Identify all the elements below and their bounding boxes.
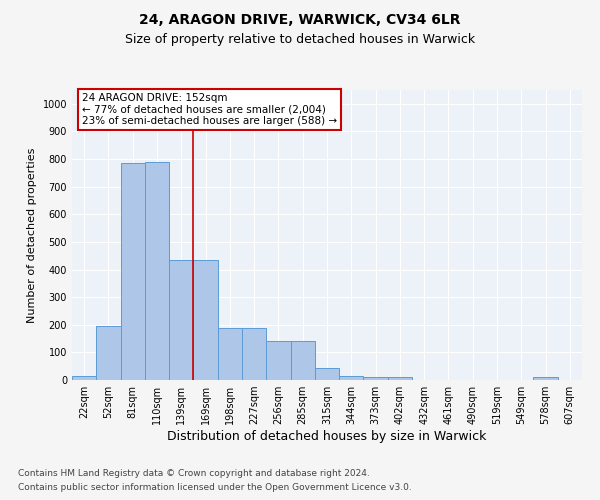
Bar xyxy=(193,260,218,380)
X-axis label: Distribution of detached houses by size in Warwick: Distribution of detached houses by size … xyxy=(167,430,487,443)
Bar xyxy=(169,260,193,380)
Text: 24 ARAGON DRIVE: 152sqm
← 77% of detached houses are smaller (2,004)
23% of semi: 24 ARAGON DRIVE: 152sqm ← 77% of detache… xyxy=(82,93,337,126)
Bar xyxy=(218,328,242,380)
Y-axis label: Number of detached properties: Number of detached properties xyxy=(27,148,37,322)
Bar xyxy=(121,163,145,380)
Bar xyxy=(388,377,412,380)
Bar xyxy=(72,376,96,380)
Bar xyxy=(266,342,290,380)
Bar xyxy=(364,377,388,380)
Bar xyxy=(315,368,339,380)
Bar xyxy=(339,376,364,380)
Bar xyxy=(242,328,266,380)
Text: Contains HM Land Registry data © Crown copyright and database right 2024.: Contains HM Land Registry data © Crown c… xyxy=(18,468,370,477)
Bar xyxy=(145,162,169,380)
Bar xyxy=(290,342,315,380)
Text: 24, ARAGON DRIVE, WARWICK, CV34 6LR: 24, ARAGON DRIVE, WARWICK, CV34 6LR xyxy=(139,12,461,26)
Bar xyxy=(533,377,558,380)
Bar xyxy=(96,326,121,380)
Text: Size of property relative to detached houses in Warwick: Size of property relative to detached ho… xyxy=(125,32,475,46)
Text: Contains public sector information licensed under the Open Government Licence v3: Contains public sector information licen… xyxy=(18,484,412,492)
